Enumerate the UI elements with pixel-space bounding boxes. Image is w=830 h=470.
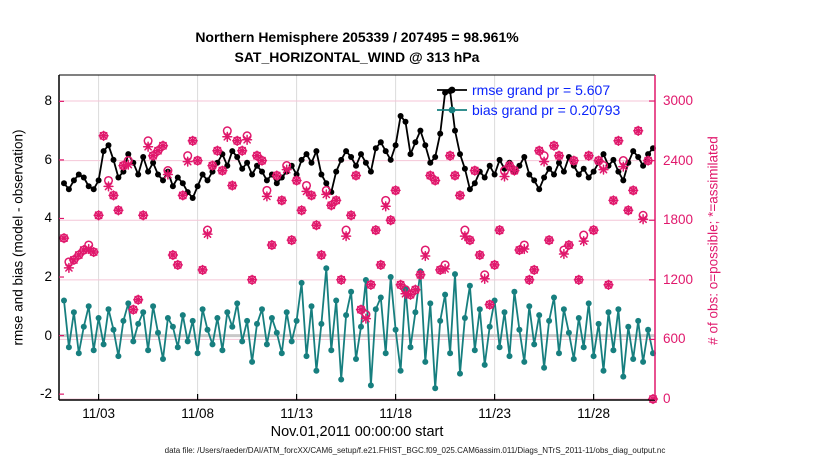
axis-ticks xyxy=(59,100,655,400)
rmse-line-swatch-icon xyxy=(437,86,467,94)
bias-line-swatch-icon xyxy=(437,106,467,114)
right-tick-label: 2400 xyxy=(663,152,694,168)
series-bias xyxy=(61,265,656,392)
legend: rmse grand pr = 5.607 bias grand pr = 0.… xyxy=(436,80,620,120)
legend-label-rmse: rmse grand pr = 5.607 xyxy=(472,82,611,98)
x-tick-label: 11/23 xyxy=(478,406,511,421)
left-tick-label: 6 xyxy=(44,151,52,167)
vertical-gridlines xyxy=(98,75,595,400)
x-tick-label: 11/08 xyxy=(181,406,214,421)
left-tick-label: 4 xyxy=(44,210,52,226)
x-axis-label: Nov.01,2011 00:00:00 start xyxy=(270,424,444,440)
data-file-caption: data file: /Users/raeder/DAI/ATM_forcXX/… xyxy=(164,446,666,455)
x-tick-label: 11/18 xyxy=(379,406,412,421)
right-tick-label: 3000 xyxy=(663,93,694,109)
x-tick-label: 11/28 xyxy=(577,406,610,421)
right-axis-label: # of obs: o=possible; *=assimilated xyxy=(705,136,721,345)
right-tick-label: 1200 xyxy=(663,271,694,287)
right-tick-label: 0 xyxy=(663,391,671,406)
left-tick-label: -2 xyxy=(39,386,52,402)
series-rmse xyxy=(61,88,656,201)
left-tick-label: 8 xyxy=(44,93,52,109)
legend-label-bias: bias grand pr = 0.20793 xyxy=(472,102,621,118)
right-tick-label: 1800 xyxy=(663,212,694,228)
horizontal-gridlines xyxy=(59,100,655,400)
x-tick-label: 11/13 xyxy=(280,406,313,421)
series-obs-assimilated xyxy=(58,125,659,405)
legend-item-bias: bias grand pr = 0.20793 xyxy=(436,100,620,120)
right-tick-label: 600 xyxy=(663,331,686,347)
left-tick-label: 0 xyxy=(44,327,52,343)
axes-frame xyxy=(58,74,656,401)
chart-title-line2: SAT_HORIZONTAL_WIND @ 313 hPa xyxy=(234,49,480,65)
left-tick-label: 2 xyxy=(44,269,52,285)
x-tick-label: 11/03 xyxy=(82,406,115,421)
chart-title-line1: Northern Hemisphere 205339 / 207495 = 98… xyxy=(195,29,519,45)
legend-item-rmse: rmse grand pr = 5.607 xyxy=(436,80,620,100)
